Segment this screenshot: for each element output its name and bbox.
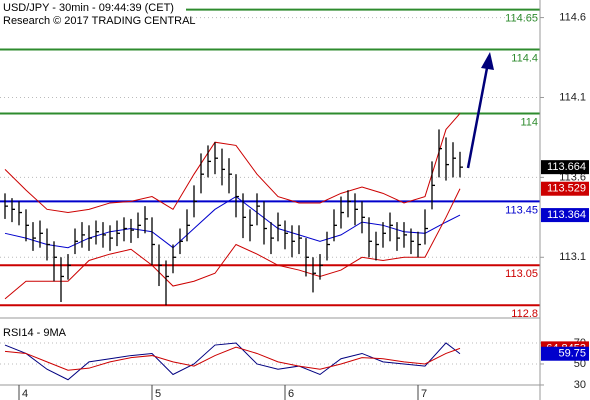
indicator-line [4,113,461,214]
chart-subtitle: Research © 2017 TRADING CENTRAL [3,15,196,27]
arrow-head [481,52,494,70]
price-panel: 113.1 113.6 114.1 114.6 114.65 114.4 114 113.45… [0,8,589,320]
chart-title: USD/JPY - 30min - 09:44:39 (CET) [3,2,174,14]
forecast-arrow [466,67,489,169]
value-badge-label: 113.529 [547,183,586,195]
level-label: 114.65 [505,12,538,24]
title-bg [0,0,186,30]
indicator-line [4,188,461,300]
value-badge-label: 113.664 [547,161,586,173]
value-badge-label: 59.75 [558,348,586,360]
x-tick-label: 7 [421,388,427,400]
value-badge-label: 113.364 [547,209,586,221]
level-label: 114.4 [511,52,538,64]
x-tick-label: 5 [155,388,161,400]
level-label: 112.8 [511,308,538,320]
x-tick-label: 6 [288,388,294,400]
level-label: 114 [520,116,538,128]
value-badge [541,208,589,223]
indicator-line [4,342,461,381]
y-tick-label: 114.1 [559,91,586,103]
value-badge [541,181,589,196]
x-tick-label: 4 [22,388,28,400]
y-tick-label: 30 [574,379,586,391]
value-badge [541,346,589,361]
value-badge [541,160,589,175]
y-tick-label: 113.6 [559,171,586,183]
y-tick-label: 50 [574,358,586,370]
level-label: 113.05 [505,268,538,280]
y-tick-label: 113.1 [559,251,586,263]
indicator-line [4,346,461,371]
y-tick-label: 114.6 [559,11,586,23]
rsi-panel: 30507064.845359.75 [0,337,589,391]
rsi-title: RSI14 - 9MA [3,327,67,339]
level-label: 113.45 [505,204,538,216]
